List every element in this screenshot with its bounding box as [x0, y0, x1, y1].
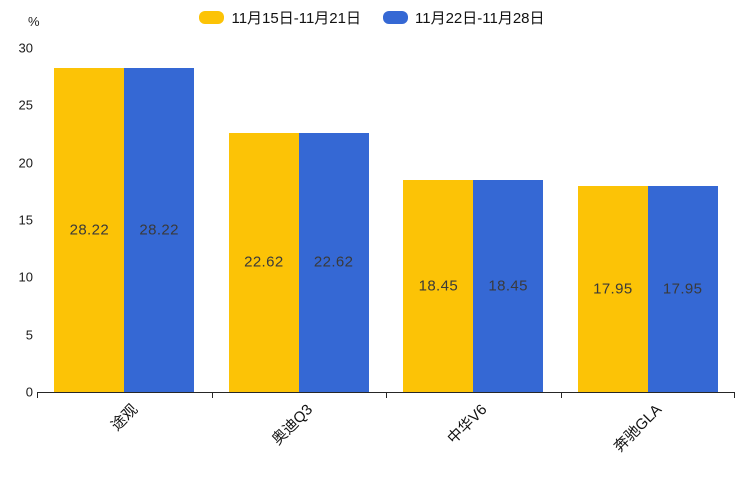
bar-series1[interactable]: 22.62 [228, 132, 299, 392]
legend-swatch-yellow-icon [199, 11, 225, 24]
x-axis-tick [37, 392, 38, 398]
x-axis-tick [211, 392, 213, 398]
bar-series1[interactable]: 17.95 [577, 186, 648, 392]
x-axis-labels: 途观 奥迪Q3 中华V6 奔驰GLA [37, 393, 735, 493]
x-category-label: 奔驰GLA [610, 401, 665, 456]
legend-swatch-blue-icon [383, 11, 408, 24]
y-axis-unit-label: % [28, 14, 40, 29]
bar-value-label: 18.45 [418, 277, 459, 295]
bar-value-label: 17.95 [593, 280, 633, 298]
x-axis-tick [560, 392, 562, 398]
bar-value-label: 17.95 [662, 280, 703, 298]
bar-series2[interactable]: 17.95 [647, 186, 718, 392]
y-tick-label: 10 [18, 269, 33, 285]
x-axis-tick [386, 392, 387, 398]
bar-group: 18.45 18.45 [386, 48, 561, 392]
y-tick-label: 5 [25, 327, 33, 343]
legend: 11月15日-11月21日 11月22日-11月28日 [0, 7, 744, 28]
bar-series2[interactable]: 22.62 [298, 132, 369, 392]
bar-series2[interactable]: 18.45 [473, 180, 544, 392]
bar-series1[interactable]: 18.45 [403, 180, 474, 392]
y-tick-label: 30 [18, 40, 33, 56]
bar-series2[interactable]: 28.22 [124, 68, 195, 392]
bar-group: 17.95 17.95 [561, 48, 736, 392]
legend-item-week2[interactable]: 11月22日-11月28日 [383, 7, 545, 28]
x-category-label: 奥迪Q3 [268, 401, 316, 449]
x-category-label: 途观 [108, 401, 142, 435]
y-tick-label: 25 [18, 97, 33, 113]
y-tick-label: 0 [25, 384, 33, 400]
plot-area: 28.22 28.22 22.62 22.62 18.45 18.45 17.95 17.95 [37, 48, 736, 398]
x-axis-tick [734, 392, 735, 398]
bar-series1[interactable]: 28.22 [54, 68, 125, 392]
y-tick-label: 15 [18, 212, 33, 228]
bar-group: 22.62 22.62 [212, 48, 387, 392]
legend-item-week1[interactable]: 11月15日-11月21日 [199, 7, 361, 28]
legend-label-week1: 11月15日-11月21日 [231, 10, 361, 27]
bar-value-label: 22.62 [313, 253, 354, 271]
bar-value-label: 28.22 [69, 221, 110, 239]
bar-value-label: 22.62 [244, 253, 284, 271]
y-axis: 30 25 20 15 10 5 0 [0, 41, 33, 400]
bar-group: 28.22 28.22 [37, 48, 212, 392]
bar-value-label: 28.22 [139, 221, 179, 239]
bar-value-label: 18.45 [488, 277, 528, 295]
legend-label-week2: 11月22日-11月28日 [415, 10, 545, 27]
y-tick-label: 20 [18, 155, 33, 171]
x-category-label: 中华V6 [444, 401, 491, 448]
